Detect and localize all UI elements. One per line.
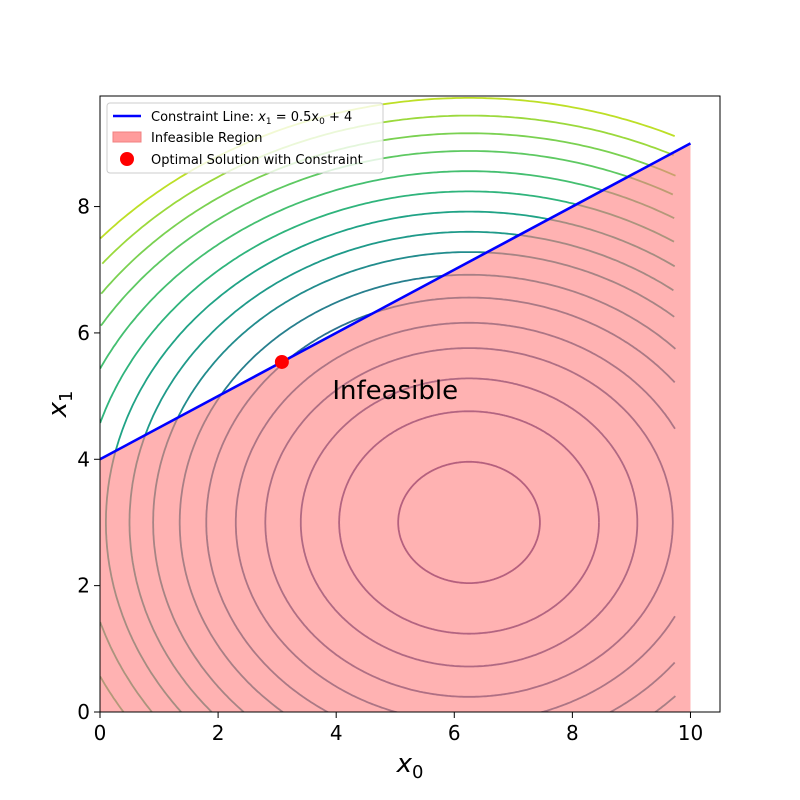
y-tick-label: 8 [77, 195, 90, 219]
constraint-line-layer [99, 142, 692, 461]
y-tick-label: 6 [77, 321, 90, 345]
x-axis-label: x0 [396, 749, 424, 783]
x-tick-label: 6 [448, 721, 461, 745]
optimal-point [274, 354, 289, 369]
x-tick-label: 0 [94, 721, 107, 745]
legend-item-optimal-point: Optimal Solution with Constraint [151, 153, 363, 168]
infeasible-region-layer [100, 143, 691, 712]
legend-swatch-infeasible-region [112, 131, 142, 143]
x-tick-label: 8 [566, 721, 579, 745]
legend-swatch-optimal-point [120, 152, 134, 166]
x-tick-label: 10 [678, 721, 703, 745]
legend: Constraint Line: x1 = 0.5x0 + 4 Infeasib… [106, 102, 384, 174]
infeasible-annotation: Infeasible [332, 376, 458, 406]
y-axis-label: x1 [43, 391, 77, 419]
y-tick-label: 2 [77, 574, 90, 598]
y-axis-ticks: 0 2 4 6 8 [77, 195, 100, 724]
constraint-line [99, 142, 692, 461]
contour-line-11 [100, 190, 675, 424]
x-axis-ticks: 0 2 4 6 8 10 [94, 712, 703, 745]
legend-item-constraint-line: Constraint Line: x1 = 0.5x0 + 4 [151, 110, 352, 127]
y-tick-label: 4 [77, 447, 90, 471]
y-tick-label: 0 [77, 700, 90, 724]
legend-box [106, 102, 384, 174]
x-tick-label: 4 [330, 721, 343, 745]
x-tick-label: 2 [212, 721, 225, 745]
contour-line-8 [653, 728, 675, 743]
contour-line-12 [100, 170, 675, 369]
infeasible-region [100, 143, 691, 712]
legend-item-infeasible-region: Infeasible Region [151, 131, 263, 146]
optimal-point-layer [274, 354, 289, 369]
plot-frame [99, 95, 721, 713]
